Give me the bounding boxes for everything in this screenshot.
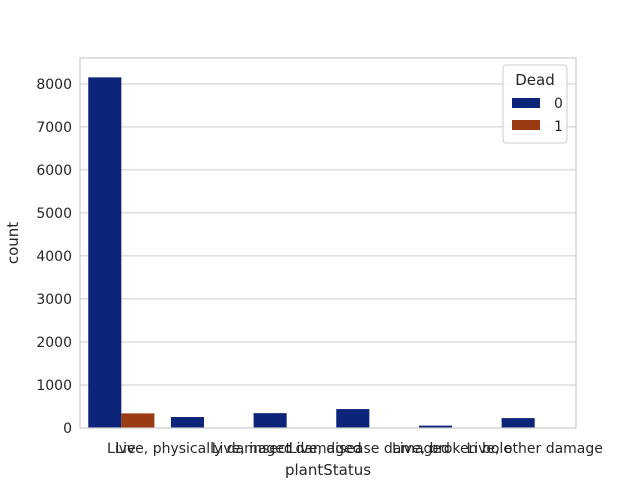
- legend-title: Dead: [515, 71, 555, 89]
- y-gridlines: [80, 83, 576, 429]
- y-tick-label: 4000: [36, 249, 72, 265]
- y-tick-label: 6000: [36, 163, 72, 179]
- bar: [88, 77, 122, 428]
- legend-swatch-1: [512, 120, 540, 130]
- x-axis-label: plantStatus: [285, 461, 371, 479]
- bar: [121, 413, 155, 428]
- x-tick-label: Live, disease damaged: [289, 441, 450, 457]
- x-tick-label: Live, broken bole: [392, 441, 512, 457]
- y-tick-label: 1000: [36, 378, 72, 394]
- bar: [253, 413, 287, 428]
- y-axis-label: count: [4, 222, 22, 264]
- y-tick-label: 0: [63, 421, 72, 437]
- bars: [88, 77, 568, 428]
- y-tick-label: 3000: [36, 292, 72, 308]
- bar: [418, 425, 452, 428]
- y-tick-label: 5000: [36, 206, 72, 222]
- bar: [501, 418, 535, 428]
- y-tick-label: 8000: [36, 77, 72, 93]
- x-tick-label: Live, insect damaged: [212, 441, 362, 457]
- legend-label-0: 0: [554, 96, 563, 112]
- x-tick-label: Live: [107, 441, 136, 457]
- plot-frame: [79, 57, 577, 429]
- legend-label-1: 1: [554, 119, 563, 135]
- y-tick-label: 7000: [36, 120, 72, 136]
- legend: Dead 0 1: [502, 64, 568, 144]
- legend-swatch-0: [512, 98, 540, 108]
- y-tick-labels: 0 1000 2000 3000 4000 5000 6000 7000 8000: [36, 77, 72, 437]
- x-tick-label: Live, physically damaged: [115, 441, 293, 457]
- bar: [170, 417, 204, 428]
- x-tick-label: Live, other damage: [466, 441, 602, 457]
- plot-background: [80, 58, 576, 428]
- bar: [336, 409, 370, 428]
- y-tick-label: 2000: [36, 335, 72, 351]
